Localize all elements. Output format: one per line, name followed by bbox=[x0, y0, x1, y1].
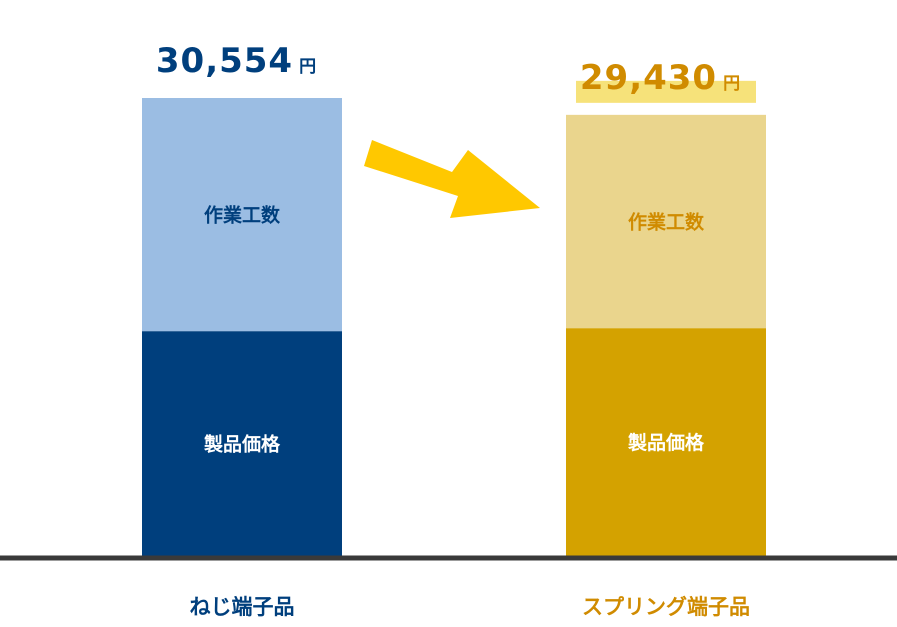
arrow-icon bbox=[364, 140, 540, 218]
bar-product-price-1 bbox=[566, 328, 766, 556]
segment-label-product-0: 製品価格 bbox=[203, 433, 281, 456]
total-value-1: 29,430 円 bbox=[580, 58, 740, 98]
segment-label-work-0: 作業工数 bbox=[204, 204, 281, 227]
segment-label-work-1: 作業工数 bbox=[628, 211, 705, 234]
bar-product-price-0 bbox=[142, 331, 342, 556]
bars-group bbox=[142, 98, 766, 556]
total-highlight-1 bbox=[576, 80, 756, 103]
segment-label-product-1: 製品価格 bbox=[627, 431, 705, 454]
category-label-0: ねじ端子品 bbox=[190, 595, 295, 619]
bar-work-hours-0 bbox=[142, 98, 342, 332]
category-label-1: スプリング端子品 bbox=[582, 595, 750, 619]
bar-work-hours-1 bbox=[566, 114, 766, 329]
total-value-0: 30,554 円 bbox=[156, 41, 316, 81]
